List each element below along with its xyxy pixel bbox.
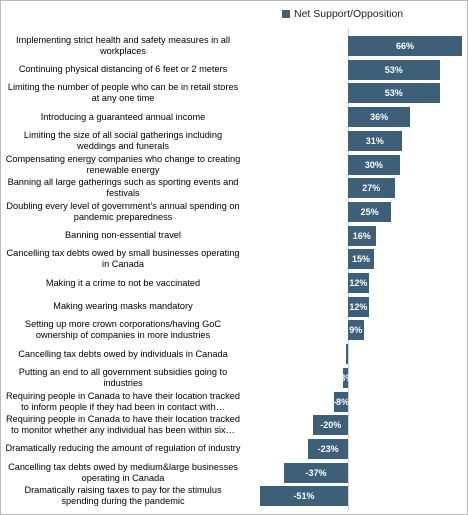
bar — [348, 296, 369, 317]
category-label: Setting up more crown corporations/havin… — [24, 319, 222, 341]
bar — [259, 486, 348, 507]
category-label: Limiting the number of people who can be… — [7, 82, 239, 104]
value-label: 30% — [364, 159, 383, 170]
value-label: -23% — [317, 443, 339, 454]
category-label: Introducing a guaranteed annual income — [40, 111, 206, 122]
category-label: Continuing physical distancing of 6 feet… — [18, 64, 228, 75]
bar — [348, 59, 440, 80]
bar — [313, 415, 348, 436]
legend-swatch — [282, 10, 290, 18]
category-label: Banning all large gatherings such as spo… — [7, 177, 239, 199]
bar — [346, 344, 348, 365]
bar — [348, 201, 392, 222]
bar — [348, 178, 395, 199]
bar — [342, 367, 348, 388]
value-label: 15% — [351, 254, 370, 265]
category-label: Cancelling tax debts owed by individuals… — [18, 348, 228, 359]
legend-label: Net Support/Opposition — [294, 8, 404, 20]
category-label: Requiring people in Canada to have their… — [6, 390, 240, 412]
category-label: Putting an end to all government subsidi… — [18, 366, 228, 388]
bar — [334, 391, 348, 412]
value-label: 9% — [349, 325, 363, 336]
category-label: Limiting the size of all social gatherin… — [23, 129, 223, 151]
bar — [348, 273, 369, 293]
category-label: Compensating energy companies who change… — [5, 153, 241, 175]
value-label: 31% — [365, 135, 384, 146]
bar — [348, 107, 411, 128]
bar — [348, 249, 374, 270]
legend: Net Support/Opposition — [282, 8, 403, 20]
category-label: Implementing strict health and safety me… — [16, 35, 230, 56]
value-label: -3% — [337, 372, 354, 383]
bar — [348, 130, 402, 151]
category-label: Requiring people in Canada to have their… — [6, 414, 240, 436]
value-label: 36% — [370, 112, 389, 123]
bar — [308, 438, 348, 459]
value-label: -51% — [293, 491, 315, 502]
value-label: -20% — [320, 420, 342, 431]
value-label: 12% — [349, 301, 368, 312]
bar — [348, 225, 376, 246]
bar — [348, 36, 462, 56]
bar — [348, 154, 400, 175]
value-label: 53% — [384, 88, 403, 99]
value-label: 53% — [384, 64, 403, 75]
category-label: Dramatically raising taxes to pay for th… — [24, 485, 222, 507]
category-label: Banning non-essential travel — [65, 230, 181, 241]
category-label: Cancelling tax debts owed by medium&larg… — [8, 461, 238, 483]
value-label: 27% — [362, 183, 381, 194]
value-label: -37% — [305, 467, 327, 478]
zero-line — [348, 28, 349, 511]
value-label: -8% — [333, 396, 350, 407]
category-label: Dramatically reducing the amount of regu… — [5, 443, 241, 454]
value-label: 25% — [360, 206, 379, 217]
bar — [348, 83, 440, 104]
value-label: 16% — [352, 230, 371, 241]
category-label: Doubling every level of government’s ann… — [6, 200, 240, 222]
value-label: 66% — [395, 41, 414, 51]
value-label: 12% — [349, 278, 368, 288]
category-label: Cancelling tax debts owed by small busin… — [6, 248, 240, 270]
category-label: Making wearing masks mandatory — [53, 301, 193, 312]
bar — [348, 320, 364, 341]
category-label: Making it a crime to not be vaccinated — [45, 277, 201, 288]
bar — [284, 462, 348, 483]
